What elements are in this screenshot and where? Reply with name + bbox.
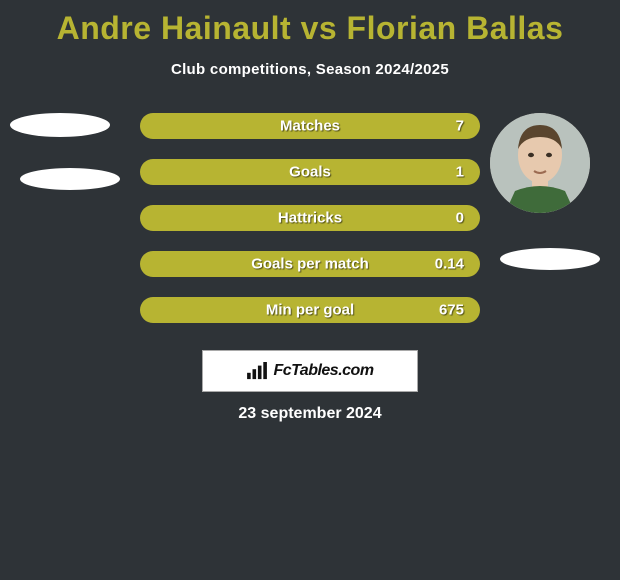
stat-value: 675 xyxy=(439,302,464,319)
avatar-right xyxy=(490,113,590,213)
stat-label: Goals xyxy=(289,164,331,181)
page-title: Andre Hainault vs Florian Ballas xyxy=(0,0,620,47)
stat-label: Goals per match xyxy=(251,256,369,273)
stat-value: 7 xyxy=(456,118,464,135)
decor-ellipse-right xyxy=(500,248,600,270)
page-date: 23 september 2024 xyxy=(238,405,381,423)
stat-value: 1 xyxy=(456,164,464,181)
stat-value: 0 xyxy=(456,210,464,227)
decor-ellipse-left-1 xyxy=(10,113,110,137)
stat-row: Min per goal 675 xyxy=(140,297,480,323)
brand-bars-icon xyxy=(246,362,268,380)
stat-row: Goals per match 0.14 xyxy=(140,251,480,277)
stat-row: Hattricks 0 xyxy=(140,205,480,231)
brand-text: FcTables.com xyxy=(273,362,373,380)
stat-label: Hattricks xyxy=(278,210,342,227)
stat-row: Matches 7 xyxy=(140,113,480,139)
stat-label: Min per goal xyxy=(266,302,354,319)
page-subtitle: Club competitions, Season 2024/2025 xyxy=(0,61,620,78)
brand-box: FcTables.com xyxy=(202,350,418,392)
avatar-right-illustration xyxy=(490,113,590,213)
stat-label: Matches xyxy=(280,118,340,135)
stat-value: 0.14 xyxy=(435,256,464,273)
stat-rows: Matches 7 Goals 1 Hattricks 0 Goals per … xyxy=(140,113,480,343)
decor-ellipse-left-2 xyxy=(20,168,120,190)
stat-row: Goals 1 xyxy=(140,159,480,185)
